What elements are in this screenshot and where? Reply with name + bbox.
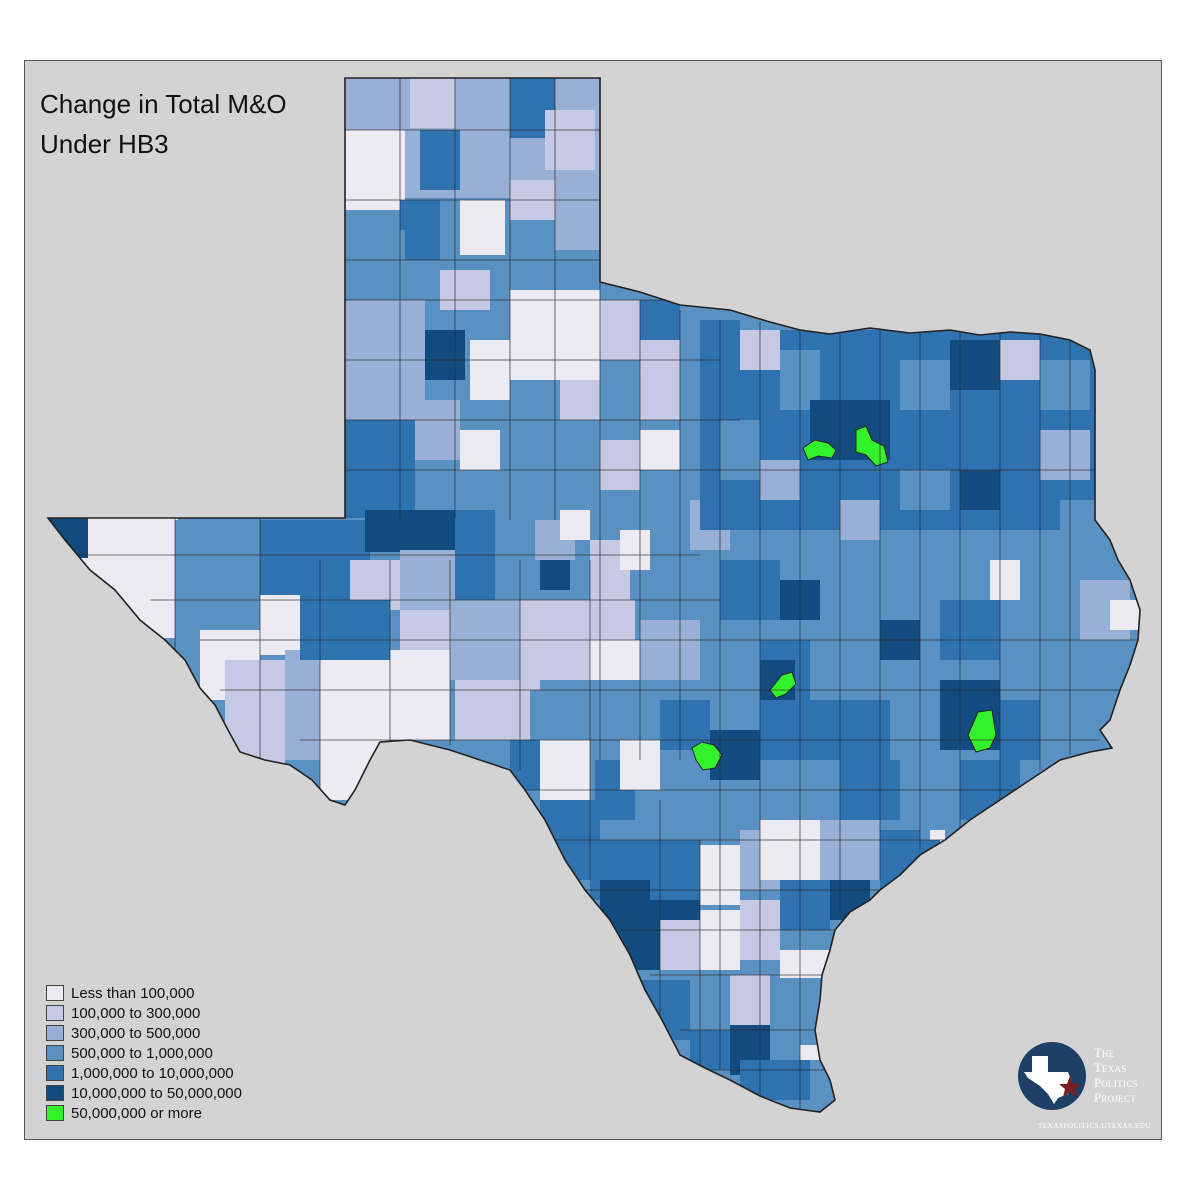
legend-label: Less than 100,000	[71, 984, 195, 1002]
legend-label: 1,000,000 to 10,000,000	[71, 1064, 234, 1082]
legend-item: Less than 100,000	[46, 983, 242, 1003]
legend-swatch	[46, 1105, 64, 1121]
legend-item: 10,000,000 to 50,000,000	[46, 1083, 242, 1103]
logo-line-2: Texas	[1094, 1061, 1127, 1075]
texas-politics-project-logo: The Texas Politics Project TEXASPOLITICS…	[1018, 1042, 1153, 1132]
legend-item: 300,000 to 500,000	[46, 1023, 242, 1043]
texas-star-icon	[1024, 1056, 1081, 1104]
logo-circle	[1018, 1042, 1086, 1110]
legend-swatch	[46, 1025, 64, 1041]
legend-label: 300,000 to 500,000	[71, 1024, 201, 1042]
logo-url: TEXASPOLITICS.UTEXAS.EDU	[1038, 1122, 1152, 1130]
legend-item: 1,000,000 to 10,000,000	[46, 1063, 242, 1083]
legend-label: 100,000 to 300,000	[71, 1004, 201, 1022]
logo-line-3: Politics	[1094, 1076, 1138, 1090]
legend-swatch	[46, 1005, 64, 1021]
legend-item: 500,000 to 1,000,000	[46, 1043, 242, 1063]
logo-line-4: Project	[1094, 1091, 1137, 1105]
legend-swatch	[46, 1065, 64, 1081]
legend-label: 10,000,000 to 50,000,000	[71, 1084, 242, 1102]
legend-label: 500,000 to 1,000,000	[71, 1044, 213, 1062]
legend: Less than 100,000 100,000 to 300,000 300…	[46, 983, 242, 1123]
legend-swatch	[46, 1085, 64, 1101]
logo-line-1: The	[1094, 1046, 1115, 1060]
map-title-line-1: Change in Total M&O	[40, 89, 287, 119]
map-title: Change in Total M&O Under HB3	[40, 84, 287, 164]
legend-swatch	[46, 985, 64, 1001]
legend-item: 100,000 to 300,000	[46, 1003, 242, 1023]
legend-swatch	[46, 1045, 64, 1061]
logo-wordmark: The Texas Politics Project	[1094, 1046, 1138, 1106]
legend-item: 50,000,000 or more	[46, 1103, 242, 1123]
map-title-line-2: Under HB3	[40, 129, 169, 159]
legend-label: 50,000,000 or more	[71, 1104, 202, 1122]
